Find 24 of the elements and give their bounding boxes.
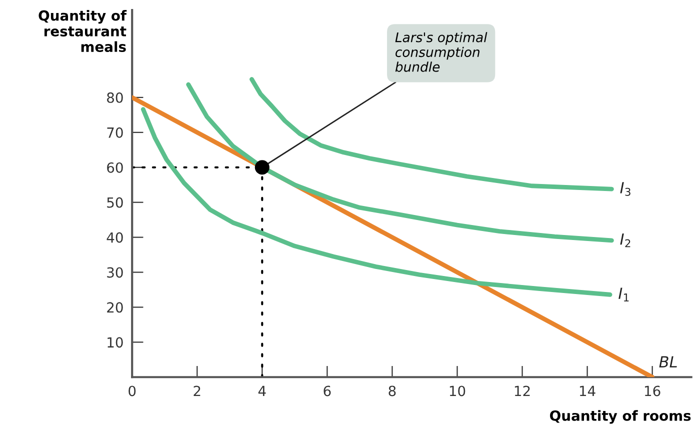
x-tick-label: 2 [194, 386, 200, 396]
series-label: I$_{1}$ [618, 288, 629, 302]
x-tick-label: 14 [580, 386, 596, 396]
y-tick-label: 30 [107, 267, 123, 278]
y-tick-label: 50 [107, 197, 123, 208]
x-tick-label: 16 [644, 386, 660, 396]
y-tick-label: 70 [107, 127, 123, 138]
series-label: I$_{2}$ [620, 234, 630, 248]
y-tick-label: 40 [106, 232, 123, 243]
series-label: I$_{3}$ [620, 182, 630, 196]
x-axis-title: Quantity of rooms [550, 410, 691, 424]
y-tick-label: 80 [107, 92, 123, 103]
annotation: Lars's optimal consumption bundle [395, 32, 488, 72]
x-tick-label: 4 [258, 386, 266, 396]
y-tick-label: 10 [108, 337, 123, 348]
x-tick-label: 10 [450, 386, 466, 396]
y-tick-label: 20 [107, 302, 123, 313]
y-axis-title: Quantity of restaurant meals [38, 10, 127, 52]
x-tick-label: 6 [324, 386, 331, 396]
series-label: BL [659, 356, 677, 368]
x-tick-label: 12 [514, 386, 530, 396]
y-tick-label: 60 [107, 162, 123, 173]
x-tick-label: 0 [128, 386, 136, 396]
x-tick-label: 8 [388, 386, 396, 396]
